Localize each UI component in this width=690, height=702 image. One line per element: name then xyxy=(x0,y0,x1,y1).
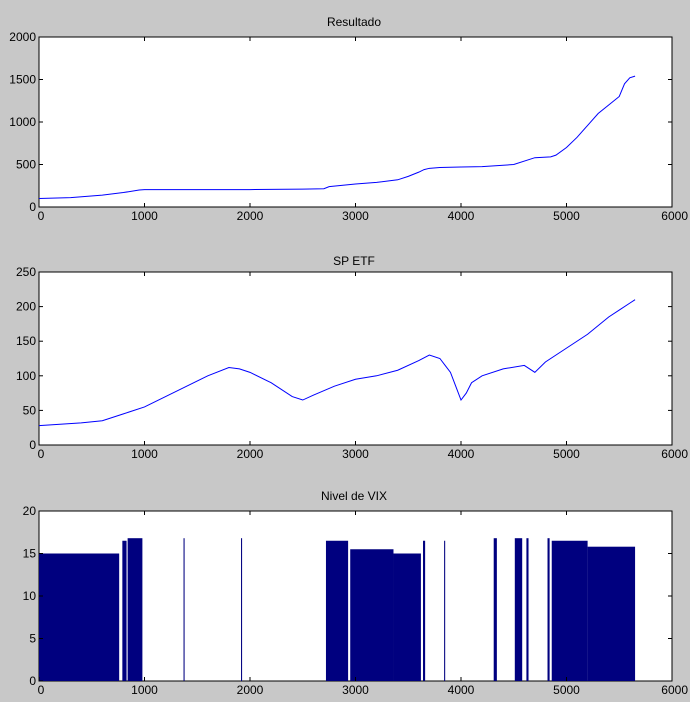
y-tick-label: 15 xyxy=(23,547,37,561)
x-tick-label: 4000 xyxy=(448,209,475,223)
x-tick-label: 6000 xyxy=(661,209,688,223)
x-tick-label: 2000 xyxy=(237,683,264,697)
x-tick-label: 2000 xyxy=(237,447,264,461)
y-tick-label: 1000 xyxy=(9,115,36,129)
x-tick-label: 1000 xyxy=(131,683,158,697)
x-tick-label: 5000 xyxy=(553,683,580,697)
vix-bar-segment xyxy=(493,538,497,681)
panel-nivel-vix: Nivel de VIX 0 1000 2000 3000 4000 5000 6000 0 5… xyxy=(23,489,689,697)
vix-bar-segment xyxy=(514,538,523,681)
x-tick-label: 3000 xyxy=(342,447,369,461)
y-tick-label: 100 xyxy=(16,369,36,383)
panel-sp-etf: SP ETF 0 1000 2000 3000 4000 5000 6000 0 50 100 15… xyxy=(16,254,688,461)
plot-area-sp-etf xyxy=(38,271,673,446)
ticks-resultado: 0 1000 2000 3000 4000 5000 6000 0 500 1000 1500 200… xyxy=(9,30,688,223)
plot-area-resultado xyxy=(38,36,673,208)
y-tick-label: 1500 xyxy=(9,73,36,87)
vix-bar-segment xyxy=(241,538,243,681)
vix-bar-segment xyxy=(393,553,421,681)
x-tick-label: 5000 xyxy=(553,209,580,223)
y-tick-label: 20 xyxy=(23,504,37,518)
x-tick-label: 4000 xyxy=(448,447,475,461)
series-line-resultado xyxy=(38,75,636,199)
chart-title-sp-etf: SP ETF xyxy=(333,254,375,268)
x-tick-label: 3000 xyxy=(342,683,369,697)
vix-bar-segment xyxy=(350,549,394,681)
vix-bar-segment xyxy=(587,546,636,681)
y-tick-label: 0 xyxy=(29,200,36,214)
vix-bar-segment xyxy=(547,538,550,681)
y-tick-label: 250 xyxy=(16,265,36,279)
x-tick-label: 1000 xyxy=(131,209,158,223)
vix-bar-segment xyxy=(423,540,426,681)
y-tick-label: 0 xyxy=(29,438,36,452)
vix-bar-segment xyxy=(325,540,349,681)
y-tick-label: 0 xyxy=(29,674,36,688)
y-tick-label: 500 xyxy=(16,158,36,172)
panel-resultado: Resultado 0 1000 2000 3000 4000 5000 6000 0 500 1… xyxy=(9,15,688,223)
x-tick-label: 1000 xyxy=(131,447,158,461)
x-tick-label: 6000 xyxy=(661,447,688,461)
vix-bar-segment xyxy=(122,540,127,681)
vix-bar-segment xyxy=(444,540,446,681)
series-line-sp-etf xyxy=(38,299,636,427)
bars-nivel-vix xyxy=(39,538,636,681)
ticks-nivel-vix: 0 1000 2000 3000 4000 5000 6000 0 5 10 15 20 xyxy=(23,504,689,697)
chart-title-resultado: Resultado xyxy=(327,15,381,29)
x-tick-label: 5000 xyxy=(553,447,580,461)
vix-bar-segment xyxy=(127,538,143,681)
x-tick-label: 2000 xyxy=(237,209,264,223)
x-tick-label: 4000 xyxy=(448,683,475,697)
vix-bar-segment xyxy=(183,538,185,681)
ticks-sp-etf: 0 1000 2000 3000 4000 5000 6000 0 50 100 150 200 250 xyxy=(16,265,688,461)
y-tick-label: 150 xyxy=(16,334,36,348)
vix-bar-segment xyxy=(39,553,120,681)
y-tick-label: 10 xyxy=(23,589,37,603)
x-tick-label: 6000 xyxy=(661,683,688,697)
x-tick-label: 0 xyxy=(38,447,45,461)
vix-bar-segment xyxy=(526,538,529,681)
x-tick-label: 0 xyxy=(38,209,45,223)
y-tick-label: 200 xyxy=(16,300,36,314)
y-tick-label: 2000 xyxy=(9,30,36,44)
y-tick-label: 50 xyxy=(23,403,37,417)
chart-title-nivel-vix: Nivel de VIX xyxy=(321,489,387,503)
x-tick-label: 0 xyxy=(38,683,45,697)
x-tick-label: 3000 xyxy=(342,209,369,223)
vix-bar-segment xyxy=(551,540,588,681)
y-tick-label: 5 xyxy=(29,632,36,646)
